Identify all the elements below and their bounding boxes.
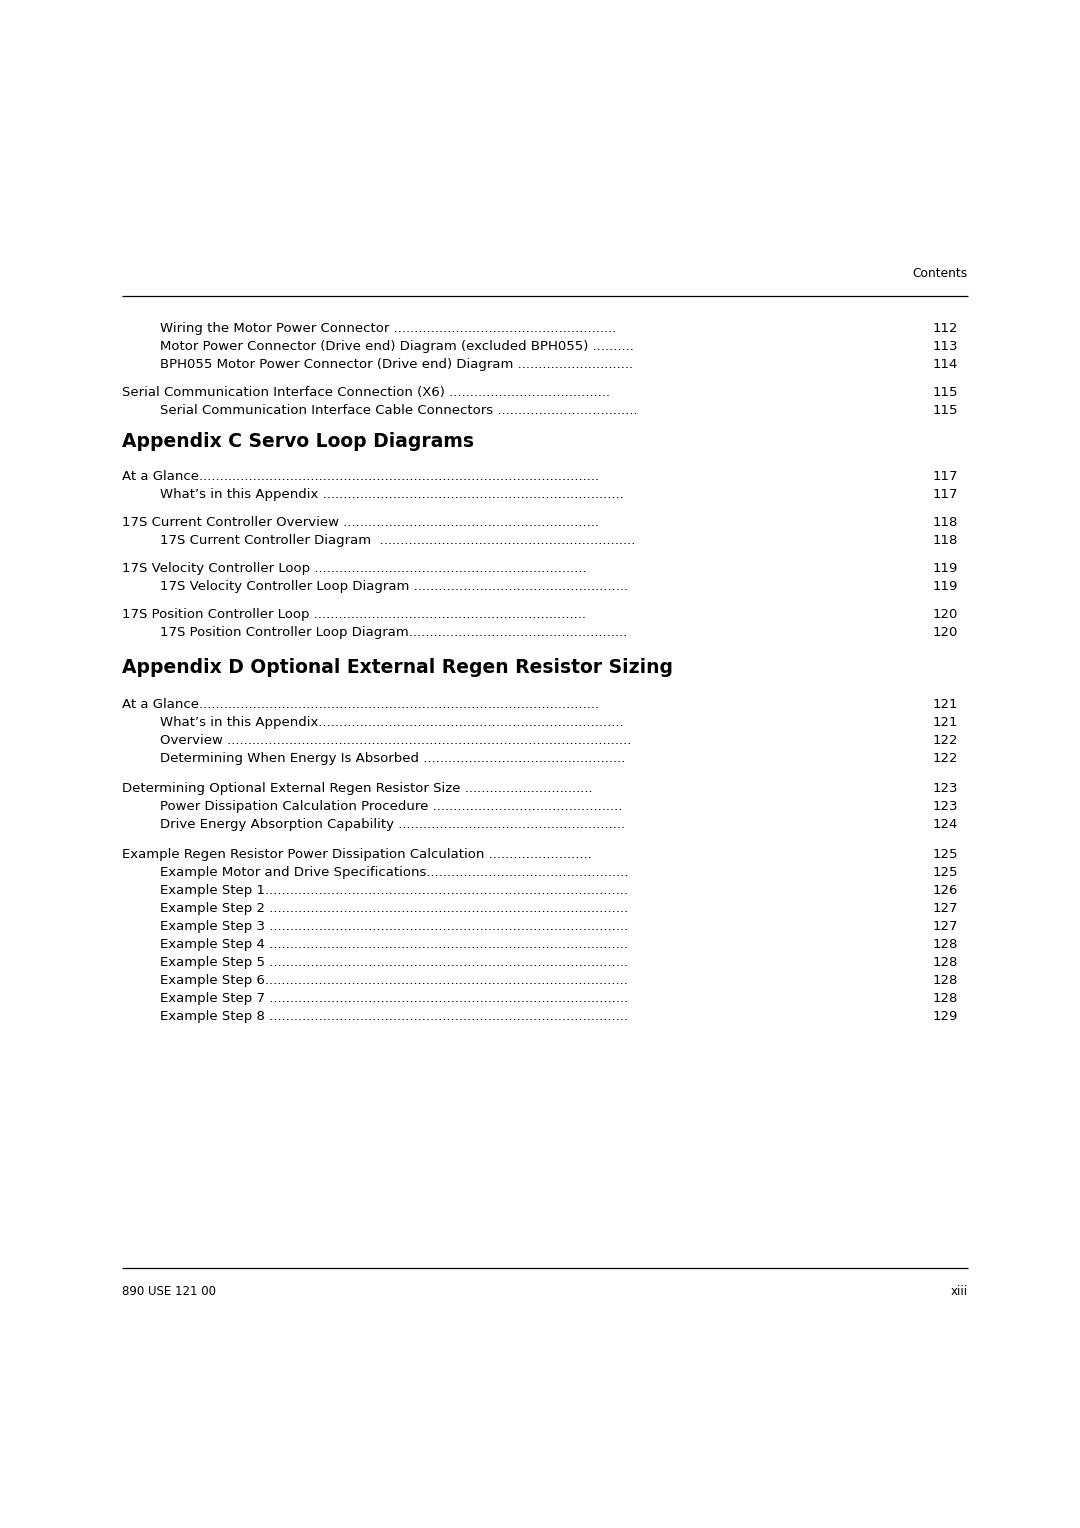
- Text: 17S Current Controller Overview ................................................: 17S Current Controller Overview ........…: [122, 516, 599, 529]
- Text: Example Step 7 .................................................................: Example Step 7 .........................…: [160, 992, 629, 1005]
- Text: 127: 127: [932, 920, 958, 934]
- Text: Serial Communication Interface Cable Connectors ................................: Serial Communication Interface Cable Con…: [160, 403, 637, 417]
- Text: Determining When Energy Is Absorbed ............................................: Determining When Energy Is Absorbed ....…: [160, 752, 625, 766]
- Text: 128: 128: [933, 973, 958, 987]
- Text: 120: 120: [933, 608, 958, 620]
- Text: 128: 128: [933, 992, 958, 1005]
- Text: 129: 129: [933, 1010, 958, 1024]
- Text: 125: 125: [932, 848, 958, 860]
- Text: 120: 120: [933, 626, 958, 639]
- Text: BPH055 Motor Power Connector (Drive end) Diagram ............................: BPH055 Motor Power Connector (Drive end)…: [160, 358, 633, 371]
- Text: 17S Velocity Controller Loop Diagram ...........................................: 17S Velocity Controller Loop Diagram ...…: [160, 581, 629, 593]
- Text: 125: 125: [932, 866, 958, 879]
- Text: Contents: Contents: [913, 267, 968, 280]
- Text: 124: 124: [933, 817, 958, 831]
- Text: Wiring the Motor Power Connector ...............................................: Wiring the Motor Power Connector .......…: [160, 322, 617, 335]
- Text: Example Step 6..................................................................: Example Step 6..........................…: [160, 973, 627, 987]
- Text: Drive Energy Absorption Capability .............................................: Drive Energy Absorption Capability .....…: [160, 817, 625, 831]
- Text: Overview .......................................................................: Overview ...............................…: [160, 733, 632, 747]
- Text: At a Glance.....................................................................: At a Glance.............................…: [122, 471, 599, 483]
- Text: 128: 128: [933, 938, 958, 950]
- Text: 119: 119: [933, 562, 958, 575]
- Text: 122: 122: [932, 752, 958, 766]
- Text: 119: 119: [933, 581, 958, 593]
- Text: 17S Velocity Controller Loop ...................................................: 17S Velocity Controller Loop ...........…: [122, 562, 586, 575]
- Text: 17S Position Controller Loop Diagram............................................: 17S Position Controller Loop Diagram....…: [160, 626, 627, 639]
- Text: 112: 112: [932, 322, 958, 335]
- Text: 118: 118: [933, 516, 958, 529]
- Text: Example Step 3 .................................................................: Example Step 3 .........................…: [160, 920, 629, 934]
- Text: 113: 113: [932, 341, 958, 353]
- Text: 127: 127: [932, 902, 958, 915]
- Text: Example Step 2 .................................................................: Example Step 2 .........................…: [160, 902, 629, 915]
- Text: Appendix D Optional External Regen Resistor Sizing: Appendix D Optional External Regen Resis…: [122, 659, 673, 677]
- Text: At a Glance.....................................................................: At a Glance.............................…: [122, 698, 599, 711]
- Text: Example Step 4 .................................................................: Example Step 4 .........................…: [160, 938, 627, 950]
- Text: 890 USE 121 00: 890 USE 121 00: [122, 1285, 216, 1297]
- Text: What’s in this Appendix ........................................................: What’s in this Appendix ................…: [160, 487, 624, 501]
- Text: Example Regen Resistor Power Dissipation Calculation .........................: Example Regen Resistor Power Dissipation…: [122, 848, 592, 860]
- Text: 122: 122: [932, 733, 958, 747]
- Text: Power Dissipation Calculation Procedure ........................................: Power Dissipation Calculation Procedure …: [160, 801, 622, 813]
- Text: Example Step 8 .................................................................: Example Step 8 .........................…: [160, 1010, 627, 1024]
- Text: 115: 115: [932, 403, 958, 417]
- Text: 123: 123: [932, 801, 958, 813]
- Text: Serial Communication Interface Connection (X6) .................................: Serial Communication Interface Connectio…: [122, 387, 610, 399]
- Text: 126: 126: [933, 885, 958, 897]
- Text: Motor Power Connector (Drive end) Diagram (excluded BPH055) ..........: Motor Power Connector (Drive end) Diagra…: [160, 341, 634, 353]
- Text: 118: 118: [933, 533, 958, 547]
- Text: Example Step 1..................................................................: Example Step 1..........................…: [160, 885, 627, 897]
- Text: 123: 123: [932, 782, 958, 795]
- Text: 117: 117: [932, 487, 958, 501]
- Text: Appendix C Servo Loop Diagrams: Appendix C Servo Loop Diagrams: [122, 432, 474, 451]
- Text: Example Step 5 .................................................................: Example Step 5 .........................…: [160, 957, 629, 969]
- Text: 17S Position Controller Loop ...................................................: 17S Position Controller Loop ...........…: [122, 608, 586, 620]
- Text: 121: 121: [932, 717, 958, 729]
- Text: 121: 121: [932, 698, 958, 711]
- Text: What’s in this Appendix.........................................................: What’s in this Appendix.................…: [160, 717, 623, 729]
- Text: 17S Current Controller Diagram  ................................................: 17S Current Controller Diagram .........…: [160, 533, 635, 547]
- Text: 115: 115: [932, 387, 958, 399]
- Text: xiii: xiii: [950, 1285, 968, 1297]
- Text: 114: 114: [933, 358, 958, 371]
- Text: Example Motor and Drive Specifications..........................................: Example Motor and Drive Specifications..…: [160, 866, 629, 879]
- Text: 128: 128: [933, 957, 958, 969]
- Text: 117: 117: [932, 471, 958, 483]
- Text: Determining Optional External Regen Resistor Size ..............................: Determining Optional External Regen Resi…: [122, 782, 593, 795]
